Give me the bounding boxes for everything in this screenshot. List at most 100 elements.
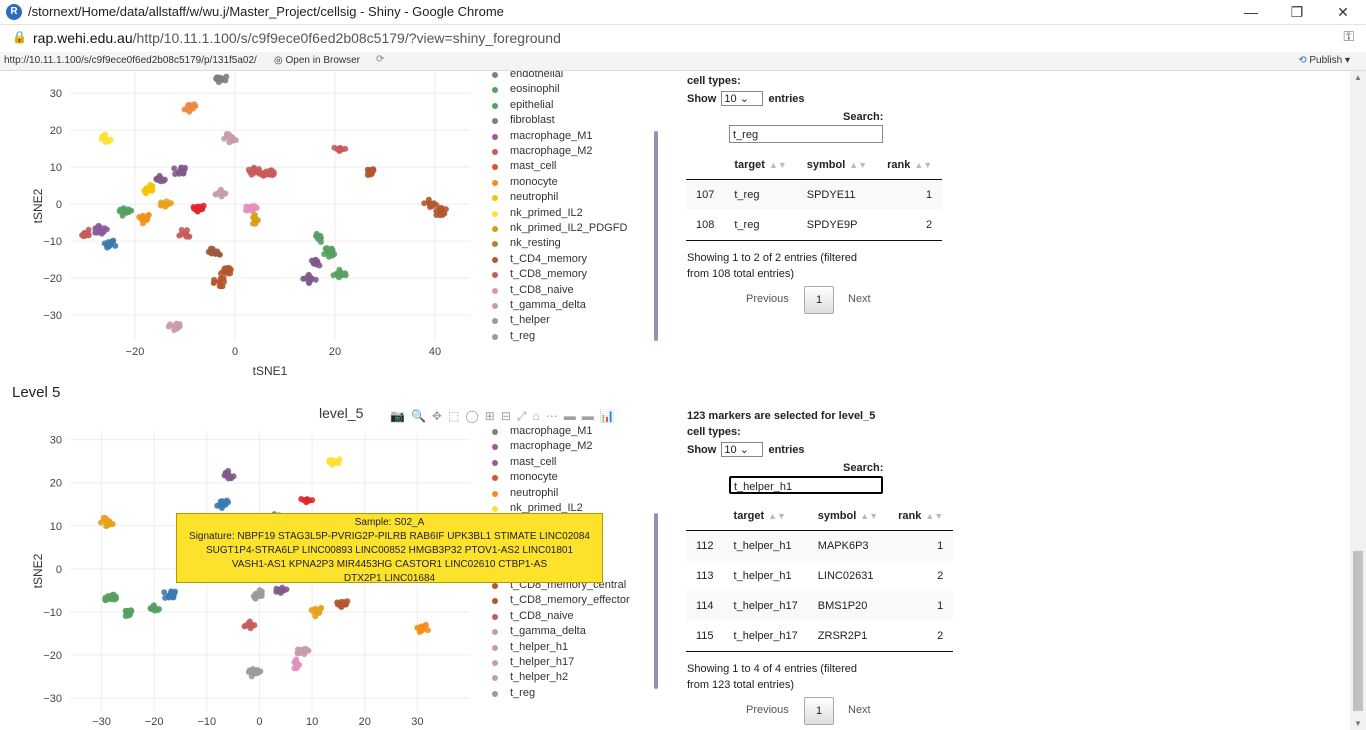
maximize-button[interactable]: ❐ <box>1290 4 1304 20</box>
hover-closest-icon[interactable]: ▬ <box>563 409 576 423</box>
level4-point[interactable] <box>215 250 222 257</box>
level4-point[interactable] <box>218 75 225 82</box>
level4-point[interactable] <box>245 204 252 211</box>
level5-cluster[interactable] <box>250 587 265 602</box>
level4-point[interactable] <box>181 167 188 174</box>
level5-cluster[interactable] <box>241 618 258 632</box>
level4-cluster[interactable] <box>98 131 114 145</box>
level4-point[interactable] <box>101 134 108 141</box>
level5-next-button[interactable]: Next <box>848 704 871 716</box>
level4-point[interactable] <box>175 169 182 176</box>
level5-point[interactable] <box>151 607 158 614</box>
level4-point[interactable] <box>119 212 126 219</box>
level4-point[interactable] <box>172 323 179 330</box>
level4-point[interactable] <box>305 279 312 286</box>
level5-cluster[interactable] <box>326 456 343 468</box>
level4-cluster[interactable] <box>205 245 223 258</box>
zoom-icon[interactable]: 🔍 <box>410 409 426 423</box>
level4-point[interactable] <box>312 276 319 283</box>
sort-icon[interactable]: ▲▼ <box>925 511 944 521</box>
level5-cluster[interactable] <box>97 514 116 530</box>
level4-table-row[interactable]: 108 t_reg SPDYE9P 2 <box>686 210 943 241</box>
scroll-down-icon[interactable]: ▼ <box>1354 719 1362 728</box>
level4-point[interactable] <box>310 260 317 267</box>
level5-point[interactable] <box>309 497 316 504</box>
level5-point[interactable] <box>296 661 303 668</box>
level4-point[interactable] <box>96 227 103 234</box>
level5-cluster[interactable] <box>298 495 316 506</box>
level4-point[interactable] <box>227 138 234 145</box>
sort-icon[interactable]: ▲▼ <box>849 160 868 170</box>
level4-point[interactable] <box>183 231 190 238</box>
level5-cluster[interactable] <box>122 607 135 620</box>
level5-point[interactable] <box>300 497 307 504</box>
level5-point[interactable] <box>331 457 338 464</box>
level4-cluster[interactable] <box>116 205 135 219</box>
level4-point[interactable] <box>157 178 164 185</box>
level4-table-row[interactable]: 107 t_reg SPDYE11 1 <box>686 179 943 210</box>
level4-point[interactable] <box>313 232 320 239</box>
level4-point[interactable] <box>436 208 443 215</box>
level4-point[interactable] <box>85 229 92 236</box>
level5-entries-select[interactable]: 10 ⌄ <box>721 442 764 457</box>
level4-cluster[interactable] <box>165 320 183 334</box>
home-icon[interactable]: ⌂ <box>532 409 540 423</box>
level4-point[interactable] <box>225 265 232 272</box>
level4-cluster[interactable] <box>221 130 239 146</box>
level4-point[interactable] <box>326 249 333 256</box>
level5-point[interactable] <box>273 588 280 595</box>
level4-point[interactable] <box>106 242 113 249</box>
level4-point[interactable] <box>107 136 114 143</box>
level4-cluster[interactable] <box>300 271 319 286</box>
level4-next-button[interactable]: Next <box>848 293 871 305</box>
level5-legend-scrollbar[interactable] <box>654 513 658 689</box>
level4-page-1-button[interactable]: 1 <box>804 286 834 314</box>
level4-point[interactable] <box>337 269 344 276</box>
level5-cluster[interactable] <box>214 497 232 511</box>
level4-point[interactable] <box>128 207 135 214</box>
level4-cluster[interactable] <box>141 181 156 197</box>
level4-cluster[interactable] <box>136 211 152 227</box>
level4-point[interactable] <box>427 201 434 208</box>
level4-point[interactable] <box>250 165 257 172</box>
level4-point[interactable] <box>210 279 217 286</box>
level4-search-input[interactable]: t_reg <box>729 125 883 143</box>
level4-point[interactable] <box>92 229 99 236</box>
level4-point[interactable] <box>254 217 261 224</box>
sort-icon[interactable]: ▲▼ <box>914 160 933 170</box>
level5-cluster[interactable] <box>161 588 179 601</box>
level5-previous-button[interactable]: Previous <box>746 704 789 716</box>
zoom-out-icon[interactable]: ⊟ <box>500 409 511 423</box>
level4-cluster[interactable] <box>433 205 449 219</box>
level4-point[interactable] <box>171 165 178 172</box>
level5-point[interactable] <box>171 590 178 597</box>
level5-point[interactable] <box>258 592 265 599</box>
level4-point[interactable] <box>260 172 267 179</box>
level5-point[interactable] <box>104 522 111 529</box>
level4-point[interactable] <box>342 145 349 152</box>
scroll-up-icon[interactable]: ▲ <box>1354 73 1362 82</box>
level4-point[interactable] <box>255 166 262 173</box>
level4-point[interactable] <box>176 232 183 239</box>
level5-cluster[interactable] <box>273 584 290 596</box>
level4-point[interactable] <box>223 73 230 80</box>
level4-point[interactable] <box>165 323 172 330</box>
level5-point[interactable] <box>241 623 248 630</box>
level5-point[interactable] <box>165 593 172 600</box>
level4-point[interactable] <box>138 216 145 223</box>
plotly-logo-icon[interactable]: 📊 <box>599 409 615 423</box>
level5-cluster[interactable] <box>291 656 303 672</box>
level5-column-header[interactable]: symbol ▲▼ <box>807 502 889 531</box>
camera-icon[interactable]: 📷 <box>390 409 405 423</box>
level4-cluster[interactable] <box>79 226 92 240</box>
level5-point[interactable] <box>310 608 317 615</box>
key-icon[interactable]: ⚿ <box>1343 28 1354 44</box>
level5-point[interactable] <box>252 595 259 602</box>
level5-point[interactable] <box>102 597 109 604</box>
level4-point[interactable] <box>269 172 276 179</box>
level5-point[interactable] <box>161 589 168 596</box>
level4-point[interactable] <box>253 204 260 211</box>
level4-point[interactable] <box>157 202 164 209</box>
level5-column-header[interactable]: rank ▲▼ <box>888 502 954 531</box>
level4-point[interactable] <box>192 103 199 110</box>
